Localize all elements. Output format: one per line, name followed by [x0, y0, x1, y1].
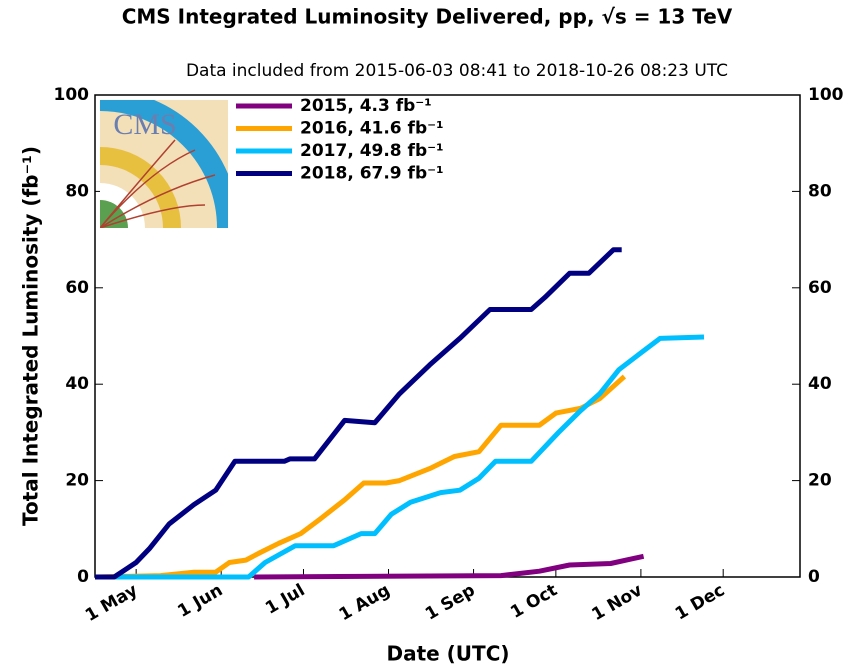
line-series — [95, 247, 622, 580]
y-tick-label: 0 — [77, 567, 89, 587]
y2-tick-label: 20 — [808, 471, 832, 491]
x-tick-label: 1 Nov — [588, 580, 645, 625]
x-tick-label: 1 Aug — [336, 580, 394, 625]
line-series — [254, 553, 645, 580]
x-tick-label: 1 May — [82, 580, 141, 626]
y2-tick-label: 0 — [808, 567, 820, 587]
y-tick-label: 20 — [65, 471, 89, 491]
x-tick-label: 1 Sep — [422, 580, 479, 624]
x-axis-label: Date (UTC) — [386, 642, 509, 666]
x-tick-label: 1 Oct — [507, 580, 561, 623]
chart-subtitle: Data included from 2015-06-03 08:41 to 2… — [186, 61, 728, 81]
y2-tick-label: 60 — [808, 278, 832, 298]
legend-label: 2018, 67.9 fb⁻¹ — [300, 164, 444, 184]
logo-text: CMS — [113, 108, 176, 141]
y-tick-label: 80 — [65, 181, 89, 201]
legend-label: 2017, 49.8 fb⁻¹ — [300, 141, 444, 161]
line-series — [95, 334, 705, 580]
x-tick-label: 1 Dec — [672, 580, 728, 624]
y-tick-label: 40 — [65, 374, 89, 394]
y-tick-label: 100 — [54, 85, 90, 105]
y-axis-label: Total Integrated Luminosity (fb⁻¹) — [19, 146, 43, 526]
x-tick-label: 1 Jun — [174, 580, 226, 621]
logo-tracks — [100, 139, 216, 228]
y2-tick-label: 80 — [808, 181, 832, 201]
y-tick-label: 60 — [65, 278, 89, 298]
y2-tick-label: 100 — [808, 85, 844, 105]
chart-title: CMS Integrated Luminosity Delivered, pp,… — [122, 5, 733, 29]
line-series — [94, 374, 627, 580]
legend-label: 2016, 41.6 fb⁻¹ — [300, 119, 444, 139]
x-tick-label: 1 Jul — [262, 580, 308, 618]
legend-label: 2015, 4.3 fb⁻¹ — [300, 96, 432, 116]
y2-tick-label: 40 — [808, 374, 832, 394]
logo: CMS — [100, 100, 228, 228]
